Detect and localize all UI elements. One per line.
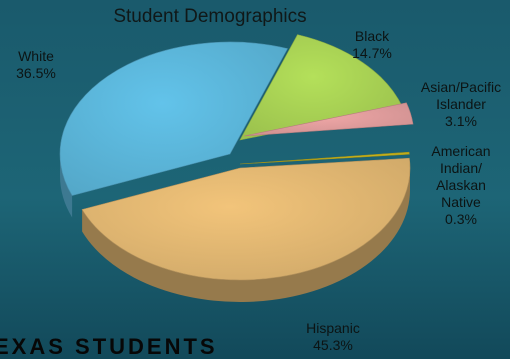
label-asian-value: 3.1% [445,113,477,129]
label-white: White 36.5% [6,48,66,82]
label-american-indian-value: 0.3% [445,211,477,227]
label-white-name: White [18,48,54,64]
label-hispanic-value: 45.3% [313,337,353,353]
label-white-value: 36.5% [16,65,56,81]
label-american-indian: American Indian/ Alaskan Native 0.3% [424,143,498,228]
footer-heading: EXAS STUDENTS [0,334,218,359]
label-black-value: 14.7% [352,45,392,61]
label-asian: Asian/Pacific Islander 3.1% [414,79,508,130]
label-asian-name: Asian/Pacific Islander [420,79,502,112]
pie-slice-american-indian-alaskan-native [239,151,410,165]
label-american-indian-name: American Indian/ Alaskan Native [431,143,491,210]
label-black-name: Black [354,28,390,44]
chart-title: Student Demographics [113,6,307,27]
pie-side-1 [60,154,73,218]
label-hispanic-name: Hispanic [306,320,360,336]
label-black: Black 14.7% [342,28,402,62]
pie-slice-white [59,41,288,196]
label-hispanic: Hispanic 45.3% [296,320,370,354]
pie-slice-asian-pacific-islander [243,102,414,137]
pie-slice-hispanic [81,157,411,281]
